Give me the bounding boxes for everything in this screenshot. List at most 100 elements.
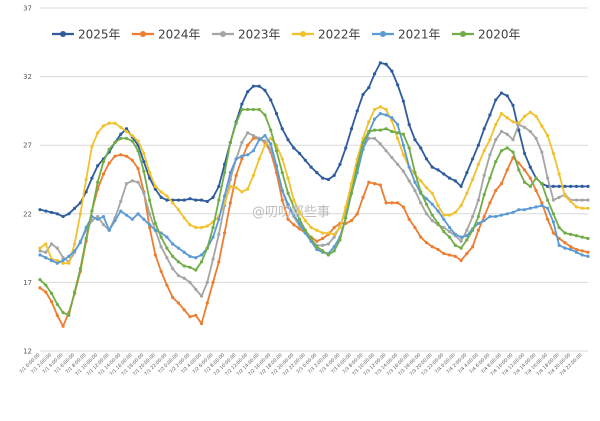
data-point xyxy=(96,214,100,219)
data-point xyxy=(505,94,509,98)
data-point xyxy=(73,249,77,253)
data-point xyxy=(205,246,209,250)
data-point xyxy=(546,134,550,138)
data-point xyxy=(234,186,238,190)
data-point xyxy=(522,125,527,129)
data-point xyxy=(534,136,538,140)
data-point xyxy=(78,267,82,271)
data-point xyxy=(522,114,527,118)
data-point xyxy=(113,219,117,223)
legend-label: 2024年 xyxy=(158,28,201,42)
data-point xyxy=(430,202,434,206)
data-point xyxy=(546,184,550,188)
data-point xyxy=(372,107,377,112)
data-point xyxy=(274,164,279,168)
legend-label: 2023年 xyxy=(238,28,281,42)
data-point xyxy=(563,241,567,245)
data-point xyxy=(188,197,192,201)
data-point xyxy=(263,134,267,138)
data-point xyxy=(107,161,111,165)
data-point xyxy=(205,224,209,228)
data-point xyxy=(171,201,175,205)
data-point xyxy=(246,187,250,191)
data-point xyxy=(55,212,59,216)
data-point xyxy=(355,212,359,216)
data-point xyxy=(240,190,244,194)
data-point xyxy=(355,164,359,168)
data-point xyxy=(378,61,382,65)
data-point xyxy=(505,168,509,172)
data-point xyxy=(315,239,319,243)
data-point xyxy=(84,225,88,230)
data-point xyxy=(390,129,394,134)
data-point xyxy=(222,231,227,235)
legend-marker xyxy=(300,31,306,37)
data-point xyxy=(447,230,452,234)
y-tick-label: 12 xyxy=(23,348,32,356)
data-point xyxy=(522,151,527,156)
data-point xyxy=(96,164,100,168)
data-point xyxy=(165,246,169,250)
data-point xyxy=(476,214,480,219)
data-point xyxy=(96,131,100,135)
data-point xyxy=(286,191,290,195)
data-point xyxy=(401,169,406,173)
data-point xyxy=(292,223,296,227)
data-point xyxy=(511,210,515,215)
data-point xyxy=(471,245,475,249)
data-point xyxy=(551,231,555,235)
data-point xyxy=(188,280,192,284)
data-point xyxy=(574,247,579,252)
data-point xyxy=(494,123,498,127)
data-point xyxy=(534,176,538,180)
data-point xyxy=(321,243,325,247)
data-point xyxy=(303,219,307,223)
data-point xyxy=(142,151,146,156)
data-point xyxy=(119,153,123,157)
data-point xyxy=(471,157,475,161)
data-point xyxy=(182,264,186,268)
data-point xyxy=(511,150,515,154)
data-point xyxy=(586,198,590,202)
data-point xyxy=(494,98,498,102)
data-point xyxy=(494,188,498,193)
data-point xyxy=(447,235,452,239)
data-point xyxy=(251,149,256,153)
data-point xyxy=(488,113,492,117)
data-point xyxy=(153,221,157,225)
data-point xyxy=(211,225,215,230)
data-point xyxy=(476,162,480,167)
data-point xyxy=(292,213,296,217)
data-point xyxy=(315,171,319,175)
data-point xyxy=(55,246,59,250)
data-point xyxy=(586,184,590,188)
data-point xyxy=(199,198,204,202)
data-point xyxy=(101,124,106,128)
data-point xyxy=(148,212,152,216)
data-point xyxy=(476,143,480,147)
data-point xyxy=(482,149,486,153)
data-point xyxy=(119,132,123,136)
data-point xyxy=(286,202,290,206)
data-point xyxy=(194,268,198,272)
data-point xyxy=(228,184,232,188)
data-point xyxy=(119,136,123,140)
data-point xyxy=(419,179,423,183)
data-point xyxy=(38,249,42,253)
data-point xyxy=(476,198,480,202)
data-point xyxy=(159,195,163,199)
data-point xyxy=(67,261,71,265)
data-point xyxy=(413,171,417,175)
data-point xyxy=(430,191,434,195)
data-point xyxy=(499,149,504,153)
data-point xyxy=(326,253,331,257)
data-point xyxy=(73,290,77,294)
data-point xyxy=(182,250,186,254)
data-point xyxy=(482,219,486,223)
data-point xyxy=(378,142,382,146)
data-point xyxy=(471,214,475,219)
data-point xyxy=(459,239,463,243)
data-point xyxy=(101,223,106,227)
data-point xyxy=(430,213,434,217)
data-point xyxy=(199,225,204,230)
